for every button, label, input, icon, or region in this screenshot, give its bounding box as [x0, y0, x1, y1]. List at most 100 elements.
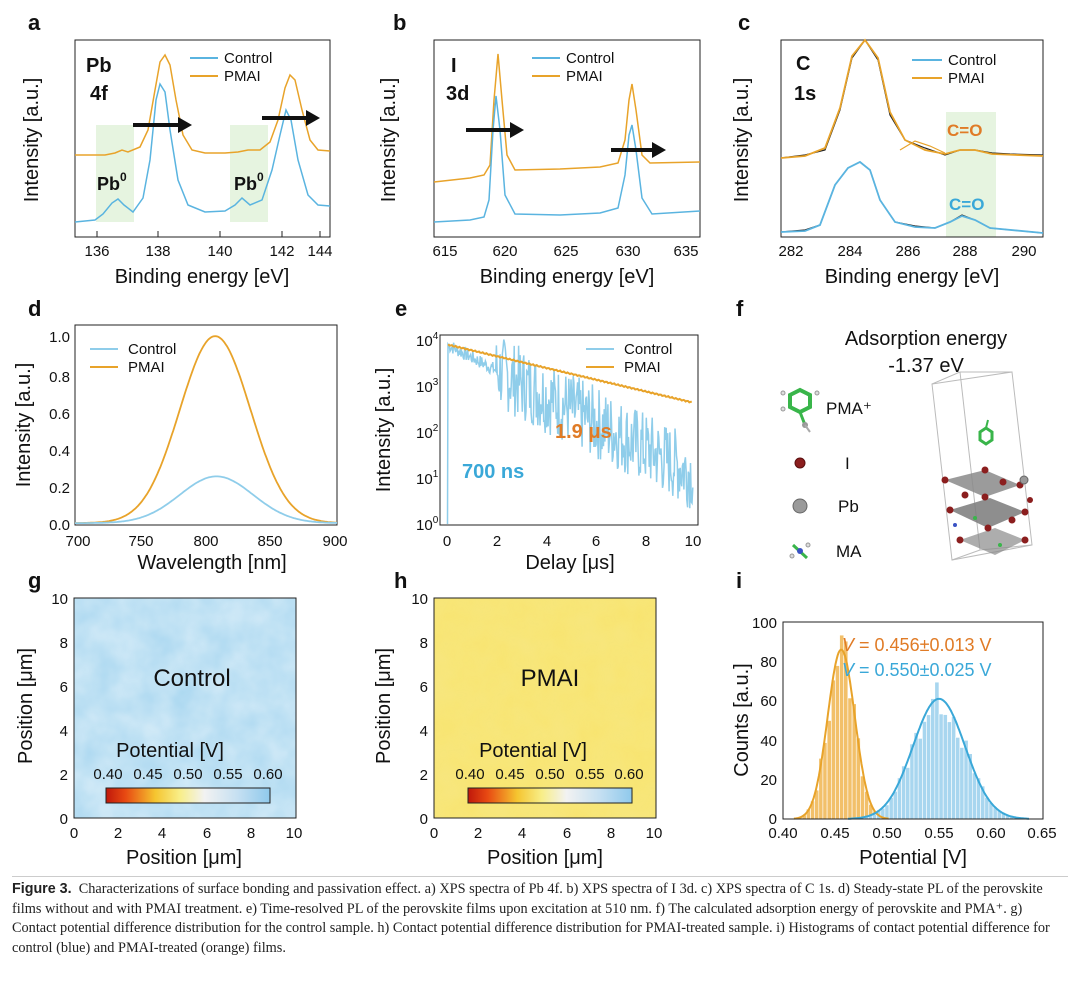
y-tick-label: 60 — [760, 693, 777, 710]
y-axis-label: Intensity [a.u.] — [21, 78, 43, 203]
panel-letter: b — [393, 10, 406, 35]
series-line-control — [75, 475, 337, 524]
x-tick-label: 6 — [563, 825, 571, 842]
x-tick-label: 0 — [443, 533, 451, 550]
caption-divider — [12, 876, 1068, 877]
x-tick-label: 0.40 — [768, 825, 797, 842]
ma-molecule-icon — [789, 542, 811, 560]
orbital-label: 4f — [90, 83, 108, 105]
y-tick-label: 100 — [752, 615, 777, 632]
x-ticks: 615 620 625 630 635 — [432, 243, 698, 260]
x-tick-label: 850 — [257, 533, 282, 550]
colorbar-tick: 0.50 — [173, 766, 202, 783]
svg-text:103: 103 — [416, 377, 439, 396]
histogram-bar-control — [892, 791, 898, 820]
x-tick-label: 136 — [84, 243, 109, 260]
x-tick-label: 2 — [493, 533, 501, 550]
caption-label: Figure 3. — [12, 881, 72, 897]
panel-d: d Control PMAI Intensity [a.u.] 0.0 0.2 … — [13, 296, 348, 574]
x-tick-label: 4 — [518, 825, 526, 842]
v-symbol: V — [842, 635, 856, 655]
y-tick-label: 2 — [60, 767, 68, 784]
colorbar-tick: 0.40 — [455, 766, 484, 783]
series-line-control — [74, 82, 331, 223]
x-tick-label: 144 — [307, 243, 332, 260]
map-title: PMAI — [521, 665, 580, 692]
x-tick-label: 635 — [673, 243, 698, 260]
plot-frame — [780, 39, 1044, 238]
x-tick-label: 750 — [128, 533, 153, 550]
caption-text: Characterizations of surface bonding and… — [12, 881, 1050, 956]
series-line-pmai — [74, 335, 337, 524]
series-line-control — [446, 339, 694, 525]
element-label: C — [796, 53, 810, 75]
panel-e: e 1.9 μs 700 ns Control PMAI Intensity [… — [373, 296, 701, 574]
legend-pmai: PMAI — [624, 359, 661, 376]
y-axis-label: Intensity [a.u.] — [373, 368, 395, 493]
y-axis-label: Position [μm] — [15, 648, 37, 764]
histogram-bar-control — [922, 721, 927, 820]
x-tick-label: 288 — [952, 243, 977, 260]
y-tick-label: 80 — [760, 654, 777, 671]
pb0-label: Pb — [97, 174, 120, 194]
colorbar-tick: 0.45 — [495, 766, 524, 783]
y-tick-label: 0 — [769, 811, 777, 828]
histogram-bar-control — [942, 714, 948, 820]
y-tick-exp: 3 — [433, 377, 439, 388]
x-tick-label: 142 — [269, 243, 294, 260]
y-tick-label: 0.2 — [49, 480, 70, 497]
x-ticks: 282 284 286 288 290 — [778, 243, 1036, 260]
x-ticks: 0 2 4 6 8 10 — [430, 825, 663, 842]
y-axis-label: Intensity [a.u.] — [731, 78, 753, 203]
y-axis-label: Intensity [a.u.] — [378, 78, 400, 203]
panel-letter: c — [738, 10, 750, 35]
panel-letter: e — [395, 296, 407, 321]
y-tick-base: 10 — [416, 517, 433, 534]
legend-pmai: PMAI — [948, 70, 985, 87]
histogram-bar-control — [938, 713, 944, 820]
x-tick-label: 4 — [543, 533, 551, 550]
y-tick-label: 1.0 — [49, 329, 70, 346]
x-tick-label: 625 — [553, 243, 578, 260]
histogram-bar-control — [905, 767, 911, 820]
legend-ma: MA — [836, 542, 862, 561]
x-tick-label: 284 — [837, 243, 862, 260]
adsorption-title: Adsorption energy — [845, 328, 1007, 350]
x-ticks: 0.40 0.45 0.50 0.55 0.60 0.65 — [768, 825, 1056, 842]
colorbar-tick: 0.45 — [133, 766, 162, 783]
colorbar — [467, 787, 633, 804]
x-axis-label: Delay [μs] — [525, 552, 614, 574]
x-tick-label: 630 — [615, 243, 640, 260]
x-tick-label: 900 — [322, 533, 347, 550]
colorbar — [105, 787, 271, 804]
y-tick-exp: 4 — [433, 331, 439, 342]
histogram-bar-pmai — [826, 720, 832, 820]
panel-a: a Pb 4f Pb 0 Pb 0 Control PMAI Intensity… — [21, 10, 333, 288]
element-label: I — [451, 55, 457, 77]
mean-potential-control: V = 0.550±0.025 V — [842, 660, 992, 680]
x-tick-label: 10 — [286, 825, 303, 842]
y-tick-exp: 1 — [433, 469, 439, 480]
panel-i: i V = 0.456±0.013 V V = 0.550±0.025 V Co… — [731, 568, 1057, 869]
y-axis-label: Position [μm] — [373, 648, 395, 764]
iodine-atom-icon — [794, 457, 806, 469]
adsorption-structure — [931, 371, 1033, 561]
y-tick-label: 10 — [411, 591, 428, 608]
x-ticks: 700 750 800 850 900 — [65, 533, 347, 550]
figure-caption: Figure 3. Characterizations of surface b… — [12, 876, 1068, 975]
pb0-region — [96, 125, 134, 222]
x-tick-label: 0.60 — [976, 825, 1005, 842]
x-tick-label: 290 — [1011, 243, 1036, 260]
y-tick-label: 0 — [60, 811, 68, 828]
x-ticks: 136 138 140 142 144 — [84, 231, 333, 260]
arrow-right-icon — [652, 142, 666, 158]
x-tick-label: 0.55 — [924, 825, 953, 842]
x-tick-label: 140 — [207, 243, 232, 260]
map-title: Control — [153, 665, 230, 692]
panel-c: c C 1s C=O C=O Control PMAI Intensity [a… — [731, 10, 1044, 288]
x-axis-label: Binding energy [eV] — [115, 266, 290, 288]
x-axis-label: Potential [V] — [859, 847, 967, 869]
y-tick-label: 20 — [760, 772, 777, 789]
x-tick-label: 0.45 — [820, 825, 849, 842]
colorbar-tick: 0.60 — [253, 766, 282, 783]
